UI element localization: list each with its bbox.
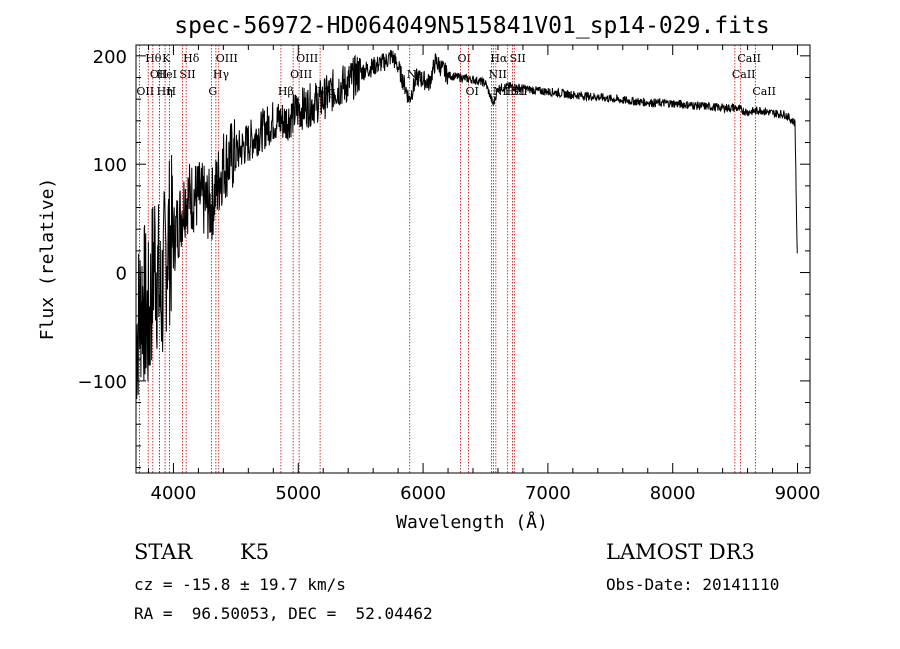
x-tick-label: 5000 <box>275 483 321 504</box>
spectral-line-label: Hδ <box>183 52 200 65</box>
spectral-line-label: Hθ <box>145 52 162 65</box>
spectral-line-label: Hβ <box>278 85 294 98</box>
y-tick-label: −100 <box>78 372 127 393</box>
spectral-line-label: SII <box>510 52 526 65</box>
y-tick-label: 100 <box>93 155 127 176</box>
spectral-line-label: OIII <box>216 52 238 65</box>
spectral-line-label: SII <box>179 68 195 81</box>
x-tick-label: 4000 <box>151 483 197 504</box>
spectral-line-label: Hγ <box>213 68 230 81</box>
object-subclass: K5 <box>240 540 270 564</box>
x-tick-label: 7000 <box>525 483 571 504</box>
spectral-line-label: NII <box>488 68 506 81</box>
y-tick-label: 200 <box>93 47 127 68</box>
spectral-line-label: CaII <box>737 52 761 65</box>
spectral-line-label: G <box>208 85 217 98</box>
spectrum-series <box>135 49 798 400</box>
spectral-line-label: OIII <box>290 68 312 81</box>
spectral-line-label: OIII <box>296 52 318 65</box>
observation-date: Obs-Date: 20141110 <box>606 575 780 594</box>
spectral-line-label: CaII <box>752 85 776 98</box>
chart-title: spec-56972-HD064049N515841V01_sp14-029.f… <box>174 13 769 39</box>
x-tick-label: 8000 <box>650 483 696 504</box>
plot-frame <box>135 44 811 474</box>
spectral-line-label: OII <box>136 85 154 98</box>
spectral-line-label: K <box>162 52 171 65</box>
spectral-line-label: OI <box>458 52 471 65</box>
x-tick-label: 6000 <box>400 483 446 504</box>
redshift-text: cz = -15.8 ± 19.7 km/s <box>134 575 346 594</box>
y-axis-label: Flux (relative) <box>37 178 58 341</box>
y-tick-label: 0 <box>116 264 127 285</box>
survey-name: LAMOST DR3 <box>606 540 755 564</box>
spectrum-line <box>135 49 798 400</box>
axis-ticks: 4000 5000 6000 7000 8000 9000 −100 0 100 200 <box>78 45 821 504</box>
x-tick-label: 9000 <box>775 483 821 504</box>
object-class: STAR <box>134 540 193 564</box>
spectral-line-label: CaII <box>732 68 756 81</box>
spectral-line-label: H <box>166 85 176 98</box>
spectral-line-label: OI <box>466 85 479 98</box>
spectral-line-label: OII <box>150 68 168 81</box>
spectral-line-label: Hα <box>490 52 508 65</box>
coordinates-text: RA = 96.50053, DEC = 52.04462 <box>134 604 433 623</box>
x-axis-label: Wavelength (Å) <box>396 511 548 533</box>
spectral-line-label: HeI <box>157 68 177 81</box>
